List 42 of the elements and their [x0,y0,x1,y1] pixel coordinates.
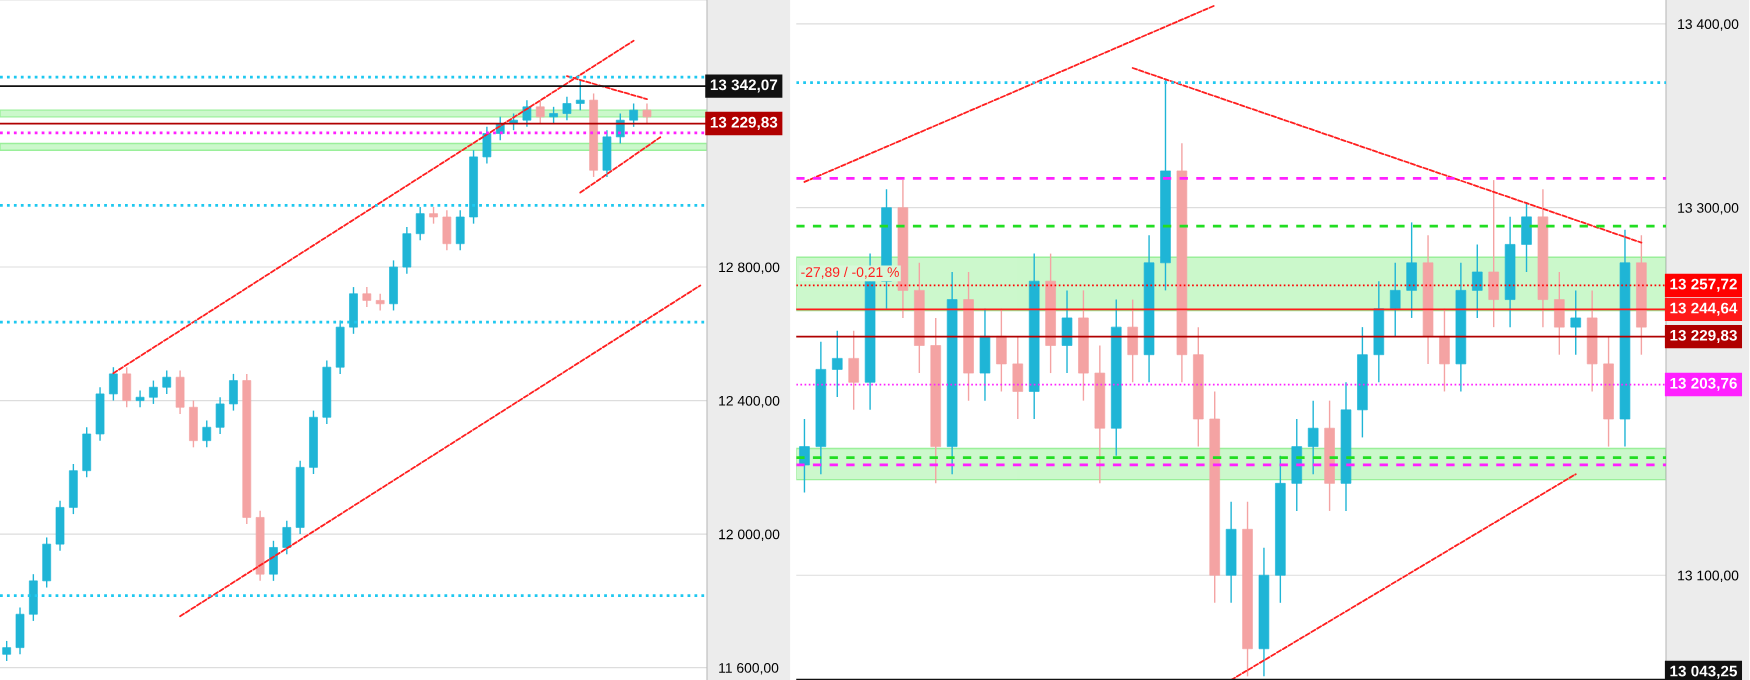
y-tick-label: 11 600,00 [719,662,779,675]
candlestick [848,330,859,411]
ref-line-label: 13 342,07 [710,79,778,93]
candlestick [375,293,385,312]
candlestick [615,112,625,145]
y-tick-label: 12 400,00 [719,395,780,408]
ref-line-label: 13 043,25 [1670,665,1738,679]
candlestick [482,126,492,165]
candlestick [522,99,532,128]
y-tick-label: 13 300,00 [1678,203,1739,215]
candlestick [415,206,425,242]
candlestick [135,389,145,408]
candlestick [832,330,843,398]
candlestick [202,419,212,449]
y-tick-label: 13 400,00 [1678,19,1739,31]
y-tick-label: 13 100,00 [1678,570,1739,583]
candlestick [1570,289,1582,356]
ref-line-label: 13 229,83 [710,116,778,130]
candlestick [282,520,292,555]
ref-line-label: 13 203,76 [1670,377,1737,391]
candlestick [162,369,172,395]
candlestick [575,79,585,111]
y-tick-label: 12 000,00 [719,529,780,541]
candlestick [362,286,372,308]
candlestick [109,366,118,402]
annotation: -27,89 / -0,21 % [801,266,899,279]
ref-line-label: 13 244,64 [1670,302,1738,316]
candlestick [229,373,238,412]
candlestick [562,96,572,121]
candlestick [149,379,158,405]
candlestick [2,640,12,662]
ref-line-label: 13 257,72 [1670,278,1737,292]
candlestick [215,396,225,435]
ref-line-label: 13 229,83 [1670,329,1737,343]
candlestick [1389,262,1401,338]
candlestick [642,102,652,125]
candlestick [799,418,810,494]
candlestick [1307,399,1319,475]
y-tick-label: 12 800,00 [719,262,780,274]
candlestick [629,102,638,128]
candlestick [1472,243,1483,319]
candlestick [535,99,545,125]
